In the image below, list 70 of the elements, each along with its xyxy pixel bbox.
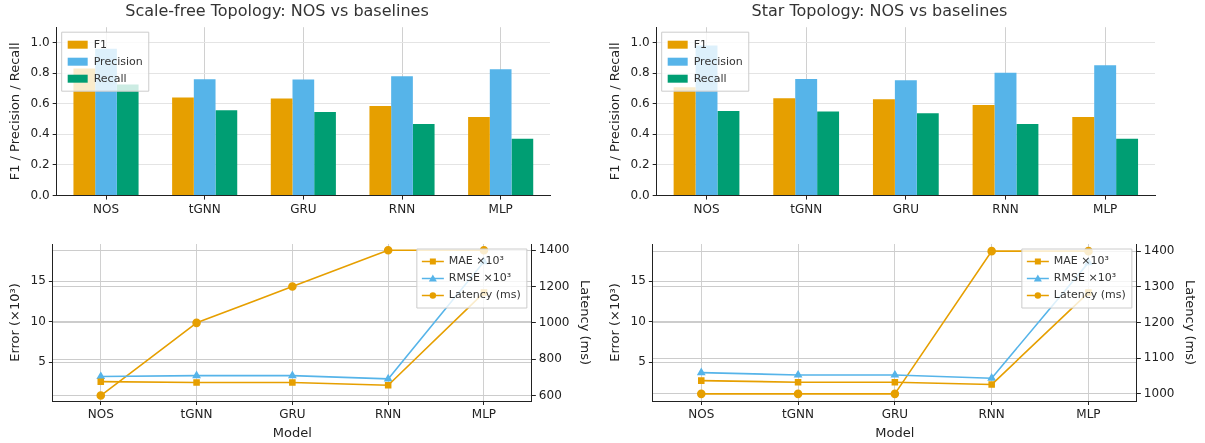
y2-tick-label: 1400 [1143,243,1175,258]
y-tick-label: 5 [38,354,46,369]
y-tick-label: 0.4 [630,126,650,141]
y-tick-label: 0.0 [30,187,50,202]
legend-label: F1 [93,37,108,51]
y-tick-label: 1.0 [630,34,650,49]
legend-label: Latency (ms) [1053,288,1126,302]
y-axis-title: F1 / Precision / Recall [607,42,623,181]
legend-label: RMSE ×10³ [1053,271,1117,285]
legend-label: Precision [693,54,743,68]
x-tick-label: NOS [693,201,720,216]
y2-tick-label: 1000 [538,314,570,329]
x-axis-title: Model [272,424,312,440]
legend-label: Recall [693,71,727,85]
y2-tick-label: 600 [538,387,562,402]
x-tick-label: tGNN [180,407,213,422]
y-axis-title: Error (×10³) [607,283,623,362]
y2-axis-title: Latency (ms) [1182,279,1198,366]
legend-label: Precision [93,54,143,68]
x-tick-label: MLP [488,201,513,216]
y2-tick-label: 800 [538,351,562,366]
chart-title: Scale-free Topology: NOS vs baselines [125,0,429,20]
y2-tick-label: 1100 [1143,350,1175,365]
x-tick-label: RNN [375,407,402,422]
legend-label: RMSE ×10³ [448,271,512,285]
y2-axis-title: Latency (ms) [577,279,593,366]
y-tick-label: 0.0 [630,187,650,202]
y-tick-label: 0.6 [30,95,50,110]
x-tick-label: tGNN [782,407,815,422]
y-tick-label: 0.2 [30,157,50,172]
chart-title: Star Topology: NOS vs baselines [751,0,1008,20]
x-axis-title: Model [875,424,915,440]
y-tick-label: 0.4 [30,126,50,141]
x-tick-label: tGNN [790,201,823,216]
legend-label: F1 [693,37,708,51]
y2-tick-label: 1200 [538,278,570,293]
y-tick-label: 10 [30,313,46,328]
y-tick-label: 1.0 [30,34,50,49]
x-tick-label: MLP [1076,407,1101,422]
y-tick-label: 10 [630,313,646,328]
y-tick-label: 0.8 [630,65,650,80]
y-tick-label: 5 [638,354,646,369]
y-tick-label: 0.8 [30,65,50,80]
x-tick-label: RNN [978,407,1005,422]
x-tick-label: NOS [92,201,120,216]
x-tick-label: tGNN [188,201,221,216]
y-tick-label: 15 [630,273,646,288]
x-tick-label: NOS [87,407,114,422]
x-tick-label: RNN [388,201,416,216]
y-axis-title: Error (×10³) [7,283,23,362]
y-tick-label: 0.6 [630,95,650,110]
y2-tick-label: 1200 [1143,314,1175,329]
y2-tick-label: 1000 [1143,385,1175,400]
x-tick-label: MLP [1093,201,1118,216]
x-tick-label: RNN [992,201,1019,216]
y-axis-title: F1 / Precision / Recall [7,42,23,181]
y-tick-label: 15 [30,273,46,288]
legend-label: Recall [93,71,127,85]
x-tick-label: GRU [892,201,920,216]
x-tick-label: GRU [279,407,306,422]
y-tick-label: 0.2 [630,157,650,172]
legend-label: MAE ×10³ [1053,254,1109,268]
x-tick-label: GRU [881,407,909,422]
legend-label: Latency (ms) [448,288,521,302]
y2-tick-label: 1300 [1143,278,1175,293]
y2-tick-label: 1400 [538,242,570,257]
legend-label: MAE ×10³ [448,254,504,268]
x-tick-label: NOS [688,407,715,422]
x-tick-label: GRU [290,201,317,216]
x-tick-label: MLP [471,407,497,422]
